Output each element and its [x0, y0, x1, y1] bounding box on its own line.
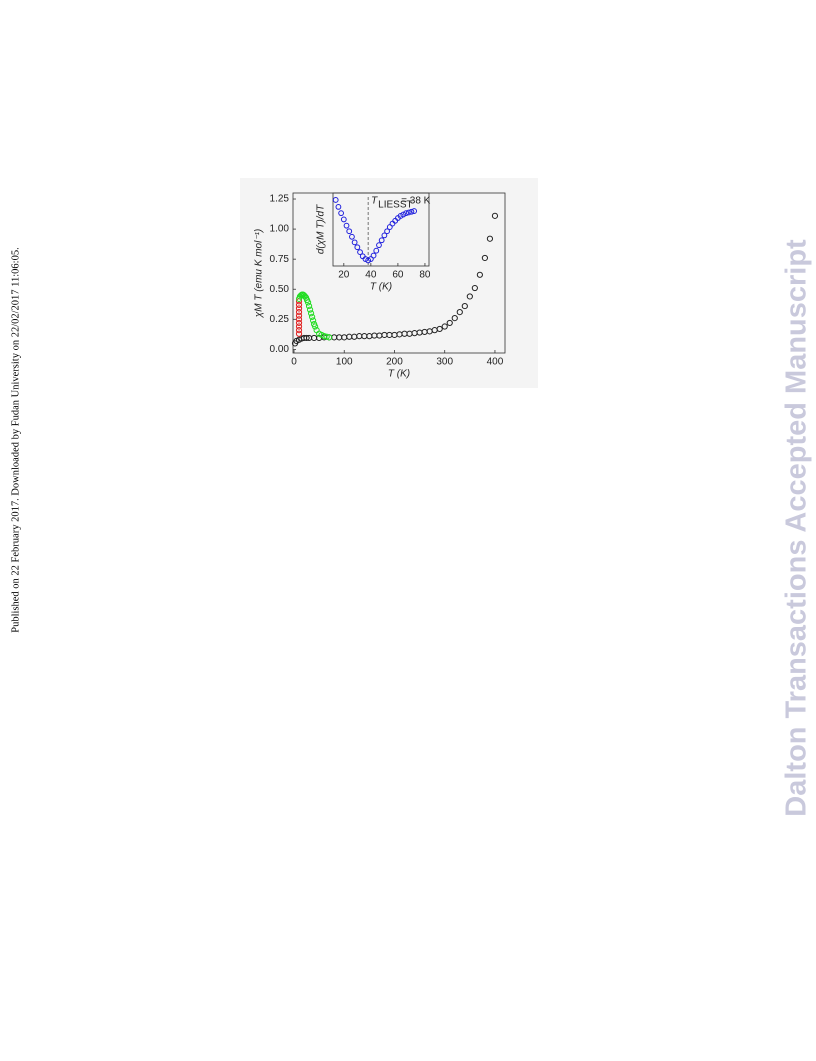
- data-point: [376, 242, 382, 249]
- data-point: [312, 323, 319, 330]
- x-tick-label: 80: [419, 270, 431, 281]
- plot-frame: [332, 192, 430, 267]
- data-point: [486, 235, 494, 242]
- data-point: [405, 209, 412, 216]
- y-axis-label: χM T (emu K mol⁻¹): [254, 229, 265, 319]
- data-point: [295, 305, 303, 312]
- y-tick-label: 0.50: [270, 284, 290, 295]
- data-point: [332, 197, 339, 203]
- data-point: [338, 210, 345, 217]
- data-point: [491, 212, 499, 219]
- data-point: [370, 252, 377, 259]
- data-point: [367, 256, 374, 262]
- y-tick-label: 0.25: [270, 314, 290, 325]
- data-point: [307, 310, 315, 317]
- data-point: [343, 222, 350, 229]
- data-point: [295, 312, 303, 319]
- x-tick-label: 40: [365, 270, 377, 281]
- data-point: [378, 237, 385, 244]
- data-point: [326, 334, 333, 341]
- data-point: [466, 293, 473, 300]
- data-point: [403, 210, 409, 217]
- data-point: [303, 334, 310, 342]
- data-point: [295, 301, 303, 308]
- data-point: [323, 333, 330, 340]
- data-point: [295, 330, 303, 337]
- y-tick-label: 1.25: [270, 194, 290, 205]
- data-point: [456, 308, 463, 316]
- annotation-symbol: T: [371, 196, 378, 207]
- data-point: [295, 308, 303, 316]
- data-point: [340, 216, 347, 223]
- data-point: [481, 254, 489, 262]
- data-point: [373, 247, 380, 254]
- data-point: [386, 224, 393, 230]
- x-tick-label: 60: [392, 270, 404, 281]
- data-point: [346, 228, 353, 235]
- data-point: [381, 232, 388, 239]
- data-point: [461, 302, 468, 310]
- y-axis-label: d(χM T)/dT: [316, 204, 327, 254]
- data-point: [451, 315, 458, 322]
- data-point: [305, 302, 313, 310]
- data-point: [408, 208, 415, 215]
- annotation-text: = 38 K: [401, 196, 431, 207]
- data-point: [354, 244, 361, 251]
- data-point: [476, 271, 483, 278]
- y-tick-label: 0.00: [270, 344, 290, 355]
- x-tick-label: 200: [386, 357, 403, 368]
- data-point: [441, 323, 448, 330]
- x-tick-label: 20: [338, 270, 350, 281]
- data-point: [384, 228, 390, 235]
- data-point: [349, 233, 355, 240]
- data-point: [308, 313, 316, 321]
- x-axis-label: T (K): [388, 369, 410, 380]
- data-point: [304, 299, 312, 306]
- side-note: Published on 22 February 2017. Downloade…: [10, 247, 21, 632]
- data-point: [357, 249, 363, 255]
- data-point: [351, 239, 358, 246]
- data-point: [411, 208, 418, 214]
- x-axis-label: T (K): [370, 282, 392, 293]
- data-point: [295, 316, 303, 323]
- y-tick-label: 1.00: [270, 224, 290, 235]
- data-point: [295, 327, 303, 334]
- data-point: [295, 319, 303, 327]
- data-point: [306, 306, 314, 313]
- x-tick-label: 100: [336, 357, 353, 368]
- y-tick-label: 0.75: [270, 254, 290, 265]
- data-point: [335, 204, 342, 210]
- data-point: [295, 323, 303, 330]
- data-point: [436, 325, 443, 333]
- x-tick-label: 400: [487, 357, 504, 368]
- x-tick-label: 300: [436, 357, 453, 368]
- watermark: Dalton Transactions Accepted Manuscript: [781, 239, 813, 817]
- data-point: [446, 319, 453, 327]
- data-point: [471, 284, 478, 292]
- x-tick-label: 0: [291, 357, 297, 368]
- data-point: [309, 317, 317, 324]
- annotation-subscript: LIESST: [378, 200, 412, 211]
